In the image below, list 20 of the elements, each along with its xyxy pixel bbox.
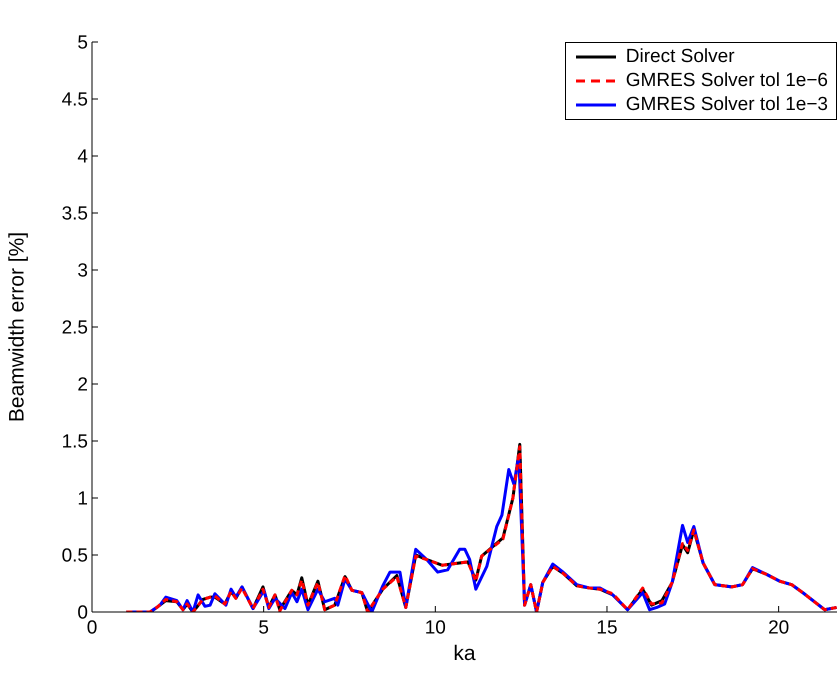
y-axis-title: Beamwidth error [%] — [5, 232, 28, 422]
y-tick-label: 1.5 — [62, 432, 88, 453]
y-tick-label: 5 — [77, 32, 88, 54]
x-tick-label: 10 — [424, 617, 446, 638]
x-tick-label: 15 — [596, 617, 618, 638]
x-tick-label: 5 — [258, 617, 269, 638]
y-tick-label: 3.5 — [62, 204, 88, 225]
y-tick-label: 4.5 — [62, 90, 88, 111]
y-tick-label: 2.5 — [62, 318, 88, 339]
legend-label: Direct Solver — [626, 45, 735, 69]
y-tick-label: 0 — [77, 602, 88, 624]
y-tick-label: 1 — [77, 488, 88, 510]
y-tick-label: 4 — [77, 146, 88, 168]
y-tick-label: 0.5 — [62, 546, 88, 567]
x-axis-title: ka — [453, 642, 476, 665]
legend-label: GMRES Solver tol 1e−6 — [626, 69, 828, 93]
y-tick-label: 2 — [77, 374, 88, 396]
x-tick-label: 20 — [768, 617, 790, 638]
legend-label: GMRES Solver tol 1e−3 — [626, 93, 828, 117]
y-tick-label: 3 — [77, 260, 88, 282]
